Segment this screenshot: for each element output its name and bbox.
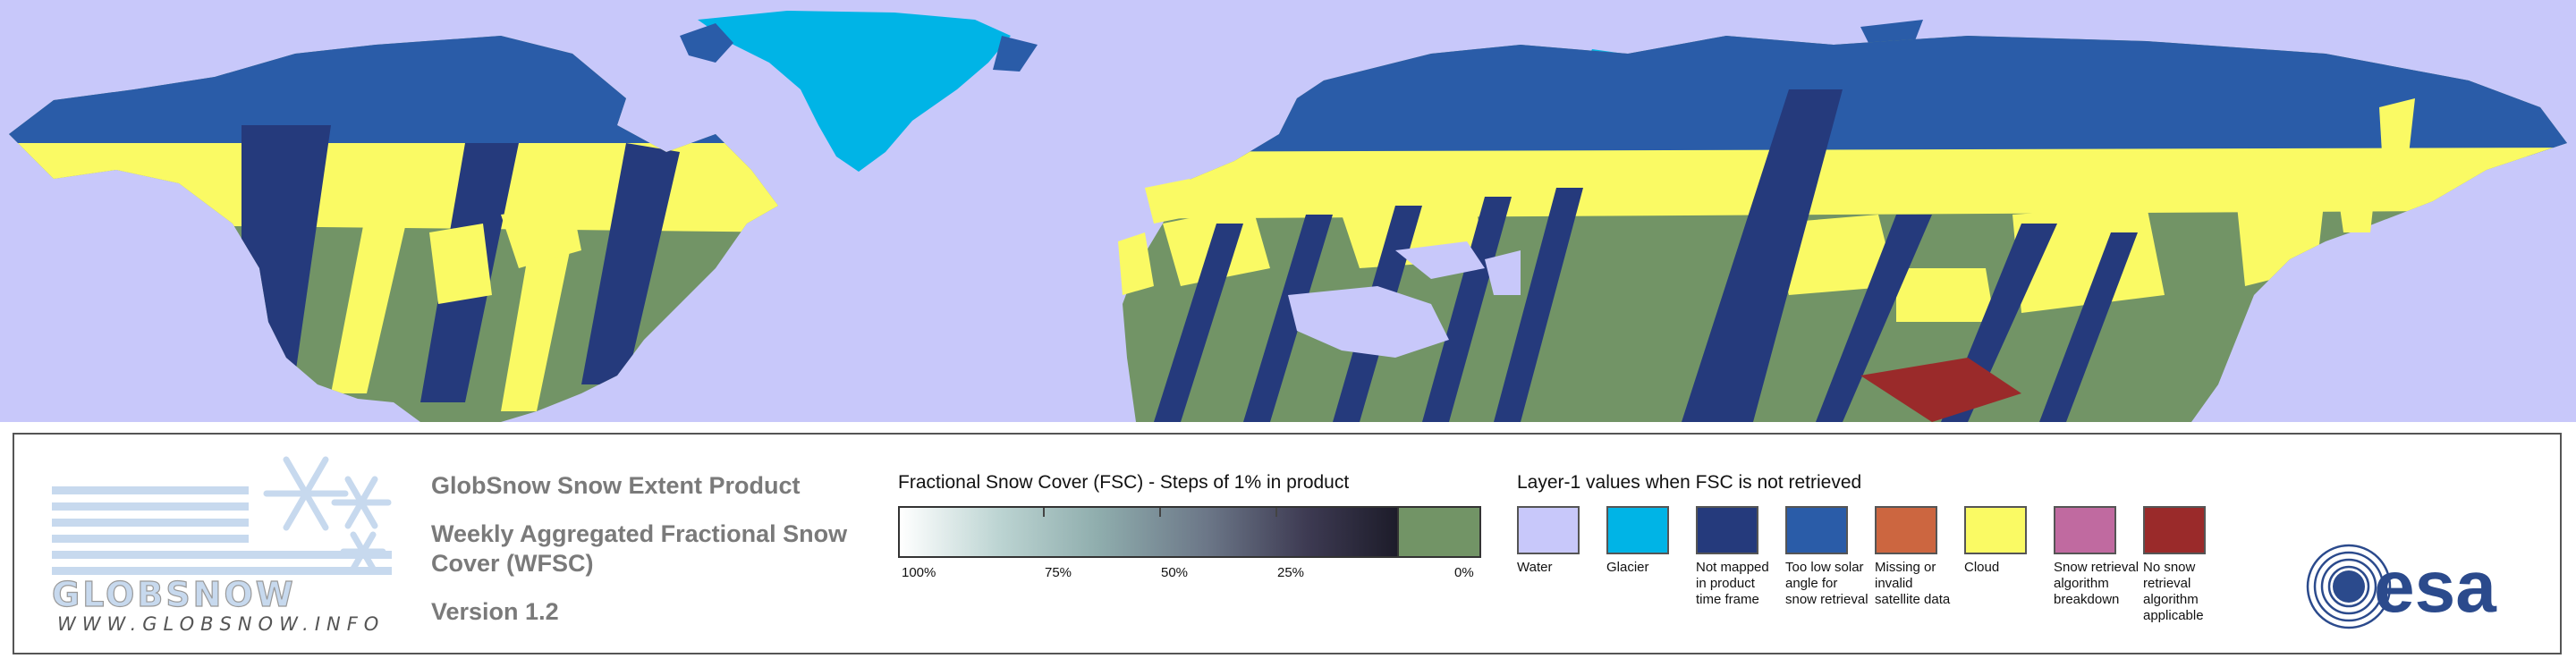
esa-logo: esa	[2304, 542, 2555, 631]
eurasia	[1123, 36, 2567, 422]
swatch-water	[1517, 506, 1580, 554]
legend-item-breakdown: Snow retrieval algorithm breakdown	[2054, 506, 2143, 624]
esa-wordmark: esa	[2374, 546, 2497, 628]
legend-label: Missing or invalid satellite data	[1875, 560, 1951, 607]
layer-legend: Layer-1 values when FSC is not retrieved…	[1517, 472, 2250, 624]
legend-label: Glacier	[1606, 560, 1649, 575]
legend-panel: GLOBSNOW WWW.GLOBSNOW.INFO GlobSnow Snow…	[13, 433, 2562, 654]
layer-swatches: Water Glacier Not mapped in product time…	[1517, 506, 2250, 624]
map-svg	[9, 11, 2567, 422]
legend-label: Not mapped in product time frame	[1696, 560, 1769, 607]
product-version: Version 1.2	[431, 598, 559, 625]
fsc-legend: Fractional Snow Cover (FSC) - Steps of 1…	[898, 472, 1506, 587]
legend-label: Too low solar angle for snow retrieval	[1785, 560, 1868, 607]
swatch-glacier	[1606, 506, 1669, 554]
globsnow-logo-graphic: GLOBSNOW	[51, 456, 392, 615]
swatch-breakdown	[2054, 506, 2116, 554]
legend-item-water: Water	[1517, 506, 1606, 624]
legend-label: No snow retrieval algorithm applicable	[2143, 560, 2204, 623]
swatch-not-mapped	[1696, 506, 1758, 554]
legend-item-not-mapped: Not mapped in product time frame	[1696, 506, 1785, 624]
product-title: GlobSnow Snow Extent Product	[431, 472, 801, 499]
title-block: GlobSnow Snow Extent Product Weekly Aggr…	[431, 472, 896, 626]
fsc-gradient	[898, 506, 1399, 558]
fsc-label: 100%	[902, 565, 936, 580]
legend-item-low-sun: Too low solar angle for snow retrieval	[1785, 506, 1875, 624]
legend-item-glacier: Glacier	[1606, 506, 1696, 624]
legend-item-missing: Missing or invalid satellite data	[1875, 506, 1964, 624]
fsc-label: 0%	[1454, 565, 1474, 580]
fsc-zero-swatch	[1399, 506, 1481, 558]
swatch-cloud	[1964, 506, 2027, 554]
layer-legend-title: Layer-1 values when FSC is not retrieved	[1517, 472, 1862, 493]
swatch-missing	[1875, 506, 1937, 554]
fsc-labels: 100% 75% 50% 25% 0%	[898, 565, 1488, 587]
legend-label: Cloud	[1964, 560, 2000, 575]
legend-item-cloud: Cloud	[1964, 506, 2054, 624]
esa-logo-graphic: esa	[2306, 544, 2497, 629]
globsnow-logo: GLOBSNOW	[38, 449, 395, 637]
fsc-label: 25%	[1277, 565, 1305, 580]
swatch-no-retrieval	[2143, 506, 2206, 554]
legend-label: Snow retrieval algorithm breakdown	[2054, 560, 2140, 607]
north-america	[9, 36, 778, 422]
greenland-glacier	[698, 11, 1011, 172]
fsc-label: 50%	[1161, 565, 1189, 580]
legend-label: Water	[1517, 560, 1553, 575]
globsnow-website[interactable]: WWW.GLOBSNOW.INFO	[57, 613, 386, 635]
snow-cover-map	[0, 0, 2576, 422]
globsnow-brand: GLOBSNOW	[52, 575, 296, 610]
fsc-label: 75%	[1045, 565, 1072, 580]
product-subtitle: Weekly Aggregated Fractional Snow Cover …	[431, 520, 848, 577]
fsc-legend-title: Fractional Snow Cover (FSC) - Steps of 1…	[898, 472, 1350, 493]
swatch-low-sun	[1785, 506, 1848, 554]
legend-item-no-retrieval: No snow retrieval algorithm applicable	[2143, 506, 2233, 624]
fsc-colorbar	[898, 506, 1481, 558]
